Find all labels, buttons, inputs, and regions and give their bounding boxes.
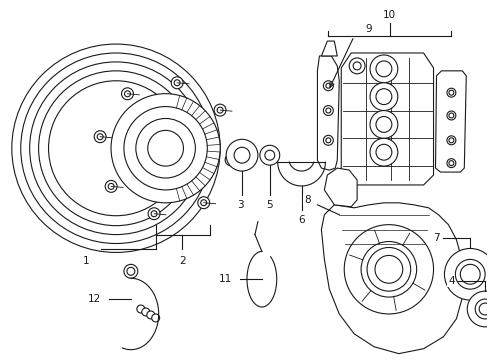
Circle shape: [375, 61, 391, 77]
Circle shape: [48, 81, 183, 216]
Circle shape: [348, 58, 365, 74]
Circle shape: [446, 159, 455, 168]
Circle shape: [39, 71, 193, 226]
Circle shape: [224, 154, 237, 166]
Polygon shape: [435, 71, 466, 172]
Circle shape: [369, 83, 397, 111]
Circle shape: [323, 105, 333, 116]
Polygon shape: [321, 41, 337, 56]
Circle shape: [214, 104, 225, 116]
Polygon shape: [324, 168, 356, 207]
Circle shape: [446, 88, 455, 97]
Circle shape: [366, 247, 410, 291]
Circle shape: [123, 264, 138, 278]
Circle shape: [325, 83, 330, 88]
Polygon shape: [341, 53, 433, 185]
Circle shape: [325, 138, 330, 143]
Text: 2: 2: [179, 256, 185, 266]
Text: 1: 1: [83, 256, 89, 266]
Text: 11: 11: [218, 274, 231, 284]
Circle shape: [225, 139, 257, 171]
Text: 8: 8: [304, 195, 310, 205]
Circle shape: [111, 94, 220, 203]
Circle shape: [124, 91, 130, 97]
Circle shape: [448, 113, 453, 118]
Circle shape: [323, 81, 333, 91]
Circle shape: [369, 138, 397, 166]
Circle shape: [94, 131, 106, 143]
Circle shape: [217, 107, 223, 113]
Circle shape: [375, 144, 391, 160]
Circle shape: [148, 208, 160, 220]
Circle shape: [146, 311, 154, 319]
Circle shape: [375, 117, 391, 132]
Circle shape: [12, 44, 220, 252]
Circle shape: [227, 157, 234, 163]
Circle shape: [478, 303, 488, 315]
Circle shape: [171, 77, 183, 89]
Circle shape: [264, 150, 274, 160]
Circle shape: [448, 161, 453, 166]
Circle shape: [448, 138, 453, 143]
Circle shape: [474, 299, 488, 319]
Circle shape: [344, 225, 433, 314]
Circle shape: [369, 111, 397, 138]
Circle shape: [97, 134, 103, 140]
Text: 4: 4: [447, 276, 454, 286]
Circle shape: [325, 108, 330, 113]
Circle shape: [448, 90, 453, 95]
Polygon shape: [317, 56, 339, 170]
Text: 6: 6: [298, 215, 304, 225]
Text: 5: 5: [266, 200, 273, 210]
Circle shape: [201, 200, 206, 206]
Circle shape: [127, 267, 135, 275]
Circle shape: [259, 145, 279, 165]
Circle shape: [444, 248, 488, 300]
Circle shape: [108, 183, 114, 189]
Circle shape: [151, 211, 157, 217]
Circle shape: [446, 136, 455, 145]
Circle shape: [352, 62, 360, 70]
Circle shape: [123, 107, 207, 190]
Circle shape: [142, 308, 149, 316]
Text: 9: 9: [365, 24, 371, 34]
Circle shape: [323, 135, 333, 145]
Circle shape: [151, 314, 160, 322]
Circle shape: [369, 55, 397, 83]
Circle shape: [137, 305, 144, 313]
Text: 10: 10: [383, 10, 396, 20]
Circle shape: [105, 180, 117, 192]
Circle shape: [136, 118, 195, 178]
Circle shape: [467, 291, 488, 327]
Circle shape: [122, 88, 133, 100]
Circle shape: [360, 242, 416, 297]
Text: 7: 7: [432, 233, 439, 243]
Circle shape: [375, 89, 391, 105]
Polygon shape: [321, 203, 462, 354]
Circle shape: [234, 147, 249, 163]
Circle shape: [174, 80, 180, 86]
Circle shape: [147, 130, 183, 166]
Circle shape: [459, 264, 479, 284]
Circle shape: [454, 260, 484, 289]
Circle shape: [374, 255, 402, 283]
Text: 3: 3: [236, 200, 243, 210]
Circle shape: [20, 53, 211, 243]
Circle shape: [30, 62, 202, 235]
Circle shape: [446, 111, 455, 120]
Text: 12: 12: [87, 294, 101, 304]
Circle shape: [197, 197, 209, 209]
